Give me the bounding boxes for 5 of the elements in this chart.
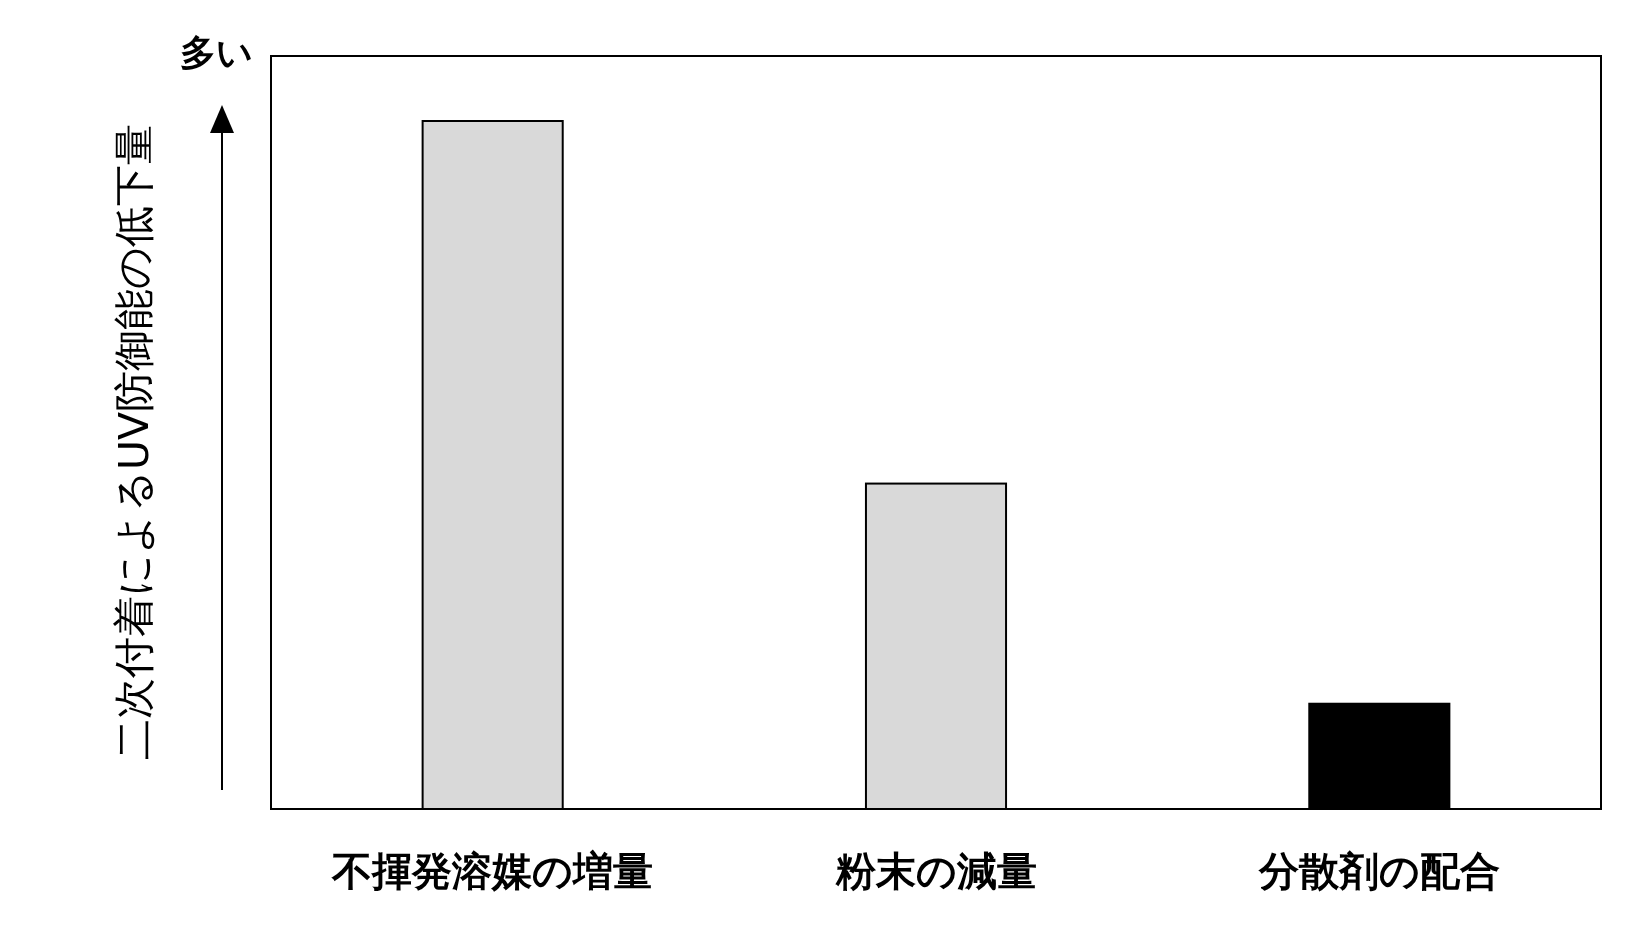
x-tick-label: 粉末の減量 <box>834 848 1037 894</box>
x-tick-label: 分散剤の配合 <box>1257 848 1500 894</box>
y-axis-title: 二次付着によるUV防御能の低下量 <box>110 123 158 761</box>
text: 多い <box>179 32 253 73</box>
x-tick-label: 不揮発溶媒の増量 <box>331 848 654 894</box>
